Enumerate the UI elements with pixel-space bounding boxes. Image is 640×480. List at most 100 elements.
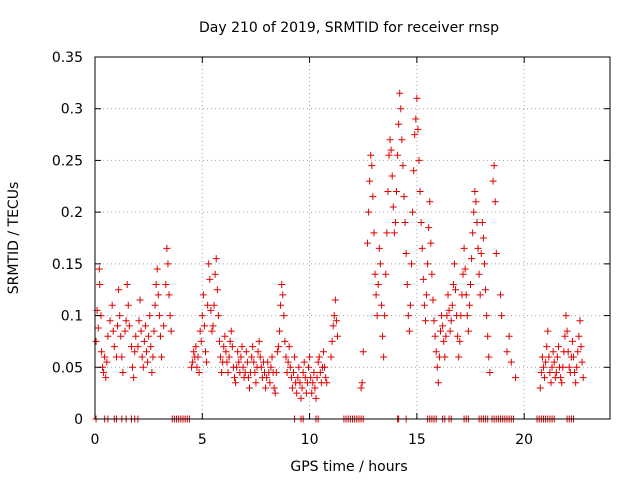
data-point [276,327,284,335]
data-point [357,384,365,392]
data-point [386,136,394,144]
data-point [405,327,413,335]
data-point [492,250,500,258]
data-point [474,244,482,252]
data-point [538,353,546,361]
data-point [365,208,373,216]
data-point [268,353,276,361]
data-point [457,312,465,320]
data-point [412,115,420,123]
data-point [274,343,282,351]
data-point [110,343,118,351]
data-point [433,363,441,371]
data-point [296,379,304,387]
data-point [217,353,225,361]
data-point [384,187,392,195]
data-point [141,322,149,330]
data-point [419,275,427,283]
data-point [428,270,436,278]
data-point [426,198,434,206]
data-point [121,327,129,335]
data-point [165,291,173,299]
data-point [579,374,587,382]
data-point [246,384,253,392]
data-point [450,260,458,268]
y-tick-label: 0.3 [61,102,83,118]
data-point [130,374,138,382]
data-point [505,332,513,340]
data-point [373,312,381,320]
data-point [572,379,580,387]
data-point [208,327,216,335]
data-point [221,332,229,340]
data-point [565,363,573,371]
data-point [307,374,315,382]
data-point [388,172,396,180]
data-point [424,260,432,268]
data-point [306,353,314,361]
data-point [288,384,296,392]
data-point [193,363,201,371]
data-point [476,291,484,299]
data-point [430,317,438,325]
data-point [211,270,219,278]
data-point [210,301,218,309]
data-point [382,270,390,278]
data-point [394,151,402,159]
y-tick-label: 0.25 [52,153,83,169]
data-point [578,358,586,366]
data-point [380,353,388,361]
data-point [103,358,111,366]
data-point [291,353,299,361]
data-point [406,301,414,309]
data-point [577,343,585,351]
data-point [392,187,400,195]
data-point [575,332,583,340]
data-point [464,327,472,335]
data-point [257,363,265,371]
data-point [379,332,387,340]
y-axis-label: SRMTID / TECUs [6,182,22,295]
data-point [311,384,319,392]
data-point [553,353,561,361]
data-point [250,358,258,366]
data-point [563,327,571,335]
data-point [544,327,552,335]
y-tick-label: 0.2 [61,205,83,221]
data-point [252,379,260,387]
data-point [470,208,478,216]
y-tick-label: 0.35 [52,50,83,66]
data-point [477,250,485,258]
data-point [196,327,204,335]
data-point [376,260,384,268]
data-point [471,187,479,195]
data-point [230,374,238,382]
data-point [108,301,116,309]
data-point [549,348,557,356]
data-point [542,358,550,366]
data-point [497,291,505,299]
data-point [189,358,197,366]
data-point [387,146,395,154]
data-point [135,317,143,325]
data-point [483,312,491,320]
y-tick-label: 0.05 [52,360,83,376]
data-point [316,368,324,376]
data-point [550,358,558,366]
data-point [507,358,515,366]
data-point [197,337,205,345]
data-point [403,281,411,289]
data-point [272,368,280,376]
data-point [143,348,150,356]
data-point [117,332,125,340]
data-point [399,162,407,170]
data-point [254,348,262,356]
data-point [409,208,417,216]
data-point [218,368,226,376]
data-point [381,312,389,320]
data-point [564,348,572,356]
data-point [294,374,302,382]
data-point [479,234,487,242]
data-point [148,368,156,376]
data-point [358,379,366,387]
